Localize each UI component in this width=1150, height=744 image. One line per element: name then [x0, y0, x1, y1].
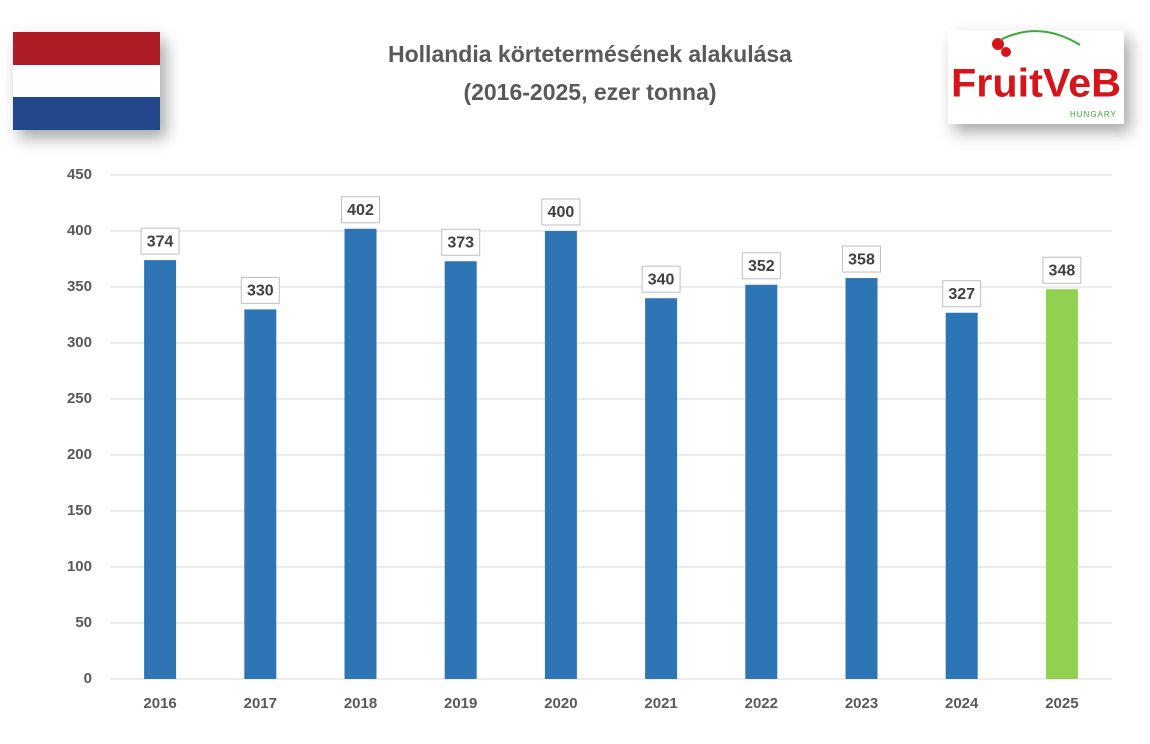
value-label-box	[441, 228, 481, 256]
bar	[144, 260, 177, 679]
bar	[244, 309, 277, 679]
bar	[544, 231, 577, 679]
x-tick-label: 2020	[544, 695, 577, 712]
x-tick-label: 2017	[244, 695, 277, 712]
value-label-box	[1042, 256, 1082, 284]
value-label: 330	[247, 283, 274, 300]
y-tick-label: 150	[67, 502, 92, 519]
value-label-box	[842, 245, 881, 273]
value-label: 358	[848, 251, 875, 268]
y-tick-label: 400	[67, 222, 92, 239]
y-tick-label: 300	[67, 334, 92, 351]
x-tick-label: 2019	[444, 695, 477, 712]
logo-name: FruitVeB	[951, 62, 1121, 106]
value-label: 373	[447, 234, 474, 251]
x-tick-label: 2022	[745, 695, 778, 712]
value-label-box	[240, 276, 280, 304]
value-label: 400	[548, 204, 575, 221]
value-label-box	[140, 227, 180, 255]
chart-title: Hollandia körtetermésének alakulása	[388, 41, 792, 67]
value-label-box	[541, 198, 581, 226]
value-label: 340	[648, 271, 675, 288]
bar	[945, 312, 978, 679]
x-tick-label: 2021	[644, 695, 677, 712]
y-tick-label: 250	[67, 390, 92, 407]
bar	[444, 261, 477, 679]
bar	[845, 278, 878, 679]
bar	[344, 228, 377, 679]
value-label-box	[641, 265, 681, 293]
value-label-box	[942, 280, 982, 308]
x-tick-label: 2016	[143, 695, 176, 712]
value-label-box	[341, 196, 380, 224]
x-tick-label: 2018	[344, 695, 377, 712]
flag	[13, 32, 160, 130]
value-label: 348	[1049, 262, 1076, 279]
x-tick-label: 2025	[1045, 695, 1078, 712]
bar	[645, 298, 678, 679]
y-tick-label: 50	[75, 614, 92, 631]
x-tick-label: 2024	[945, 695, 979, 712]
y-tick-label: 350	[67, 278, 92, 295]
value-label: 327	[948, 286, 975, 303]
bar	[1045, 289, 1078, 679]
value-label: 402	[347, 202, 374, 219]
y-tick-label: 200	[67, 446, 92, 463]
bar	[745, 284, 778, 679]
value-label-box	[741, 252, 781, 280]
chart-subtitle: (2016-2025, ezer tonna)	[463, 79, 716, 105]
logo-tagline: HUNGARY	[1070, 110, 1117, 119]
x-tick-label: 2023	[845, 695, 878, 712]
y-tick-label: 450	[67, 166, 92, 183]
value-label: 374	[147, 233, 174, 250]
logo: FruitVeB HUNGARY	[948, 30, 1124, 124]
y-tick-label: 100	[67, 558, 92, 575]
y-tick-label: 0	[84, 670, 92, 687]
value-label: 352	[748, 258, 775, 275]
